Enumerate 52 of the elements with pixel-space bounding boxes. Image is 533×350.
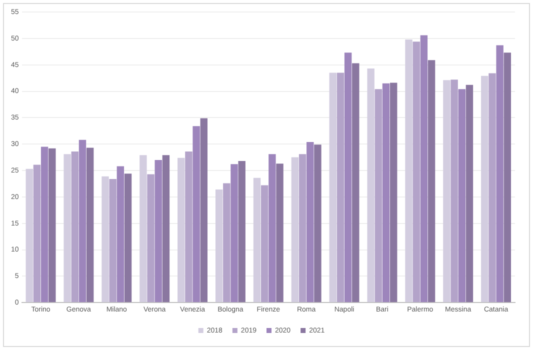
bar [185, 151, 192, 302]
bar [140, 155, 147, 302]
bar [116, 166, 124, 302]
bar [64, 154, 71, 302]
bar [102, 176, 109, 302]
bar [336, 72, 344, 302]
bar [178, 158, 185, 302]
bar [306, 142, 314, 302]
bar [78, 140, 86, 302]
bar [109, 178, 116, 302]
bar [314, 144, 322, 302]
bar [352, 63, 360, 302]
bar [443, 80, 450, 302]
bar [268, 154, 276, 302]
bar [223, 183, 230, 302]
bar [488, 73, 496, 302]
bar [481, 76, 488, 302]
bar [428, 60, 436, 302]
bar [86, 148, 94, 302]
bar [291, 157, 299, 302]
bar [298, 154, 306, 302]
bar [412, 42, 420, 302]
bar [374, 89, 382, 302]
bar [253, 178, 261, 302]
bar [26, 168, 33, 302]
bar [390, 82, 398, 302]
bar [147, 174, 154, 302]
bar [215, 190, 223, 302]
bar [192, 126, 200, 302]
bar [71, 151, 79, 302]
bar [329, 72, 336, 302]
bar [420, 35, 428, 302]
bar [230, 164, 238, 302]
bar [367, 68, 374, 302]
bar [405, 39, 412, 302]
bar [162, 155, 170, 302]
bar [458, 89, 466, 302]
bar [496, 45, 504, 302]
bar [200, 118, 208, 302]
bar [40, 146, 48, 302]
bar [382, 83, 390, 302]
bar [450, 80, 458, 302]
bar [504, 52, 512, 302]
bar [260, 185, 268, 302]
bar [238, 161, 246, 302]
bar [154, 160, 162, 302]
bar [344, 52, 352, 302]
bar [48, 148, 56, 302]
bar [124, 174, 132, 302]
bar [466, 84, 474, 302]
bar [276, 164, 284, 302]
bar [33, 164, 41, 302]
